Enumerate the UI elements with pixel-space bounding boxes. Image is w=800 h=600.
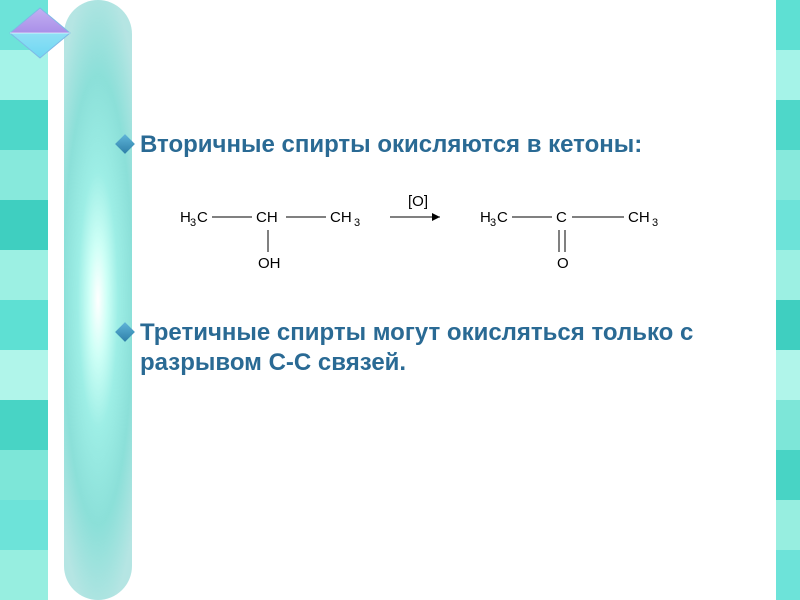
- strip-segment: [776, 350, 800, 400]
- svg-text:CH: CH: [330, 209, 352, 226]
- svg-text:O: O: [557, 255, 569, 272]
- strip-segment: [0, 200, 48, 250]
- svg-text:C: C: [556, 209, 567, 226]
- svg-text:C: C: [497, 209, 508, 226]
- diamond-icon: [115, 134, 135, 154]
- svg-text:C: C: [197, 209, 208, 226]
- svg-text:3: 3: [652, 217, 658, 229]
- bullet-2-text: Третичные спирты могут окисляться только…: [140, 318, 758, 378]
- strip-segment: [776, 450, 800, 500]
- strip-segment: [776, 250, 800, 300]
- strip-segment: [776, 400, 800, 450]
- strip-segment: [0, 150, 48, 200]
- content: Вторичные спирты окисляются в кетоны: H …: [118, 130, 758, 384]
- strip-segment: [776, 500, 800, 550]
- strip-segment: [776, 0, 800, 50]
- strip-segment: [0, 250, 48, 300]
- slide: Вторичные спирты окисляются в кетоны: H …: [0, 0, 800, 600]
- strip-segment: [0, 400, 48, 450]
- svg-text:OH: OH: [258, 255, 281, 272]
- bullet-1: Вторичные спирты окисляются в кетоны:: [118, 130, 758, 160]
- strip-segment: [776, 100, 800, 150]
- bullet-2: Третичные спирты могут окисляться только…: [118, 318, 758, 378]
- strip-segment: [0, 350, 48, 400]
- strip-segment: [776, 50, 800, 100]
- bullet-1-text: Вторичные спирты окисляются в кетоны:: [140, 130, 642, 160]
- strip-segment: [0, 500, 48, 550]
- reagent-label: [O]: [408, 193, 428, 210]
- right-strip: [776, 0, 800, 600]
- strip-segment: [0, 300, 48, 350]
- strip-segment: [0, 550, 48, 600]
- left-strip: [0, 0, 48, 600]
- strip-segment: [776, 550, 800, 600]
- svg-text:3: 3: [354, 217, 360, 229]
- diamond-icon: [115, 322, 135, 342]
- svg-text:3: 3: [190, 217, 196, 229]
- strip-segment: [0, 450, 48, 500]
- corner-shape: [6, 6, 74, 60]
- strip-segment: [0, 100, 48, 150]
- svg-text:3: 3: [490, 217, 496, 229]
- svg-text:CH: CH: [628, 209, 650, 226]
- strip-segment: [776, 150, 800, 200]
- strip-segment: [776, 200, 800, 250]
- strip-segment: [776, 300, 800, 350]
- reaction-diagram: H 3 C CH CH 3 OH [O] H 3 C C: [174, 186, 694, 282]
- svg-text:CH: CH: [256, 209, 278, 226]
